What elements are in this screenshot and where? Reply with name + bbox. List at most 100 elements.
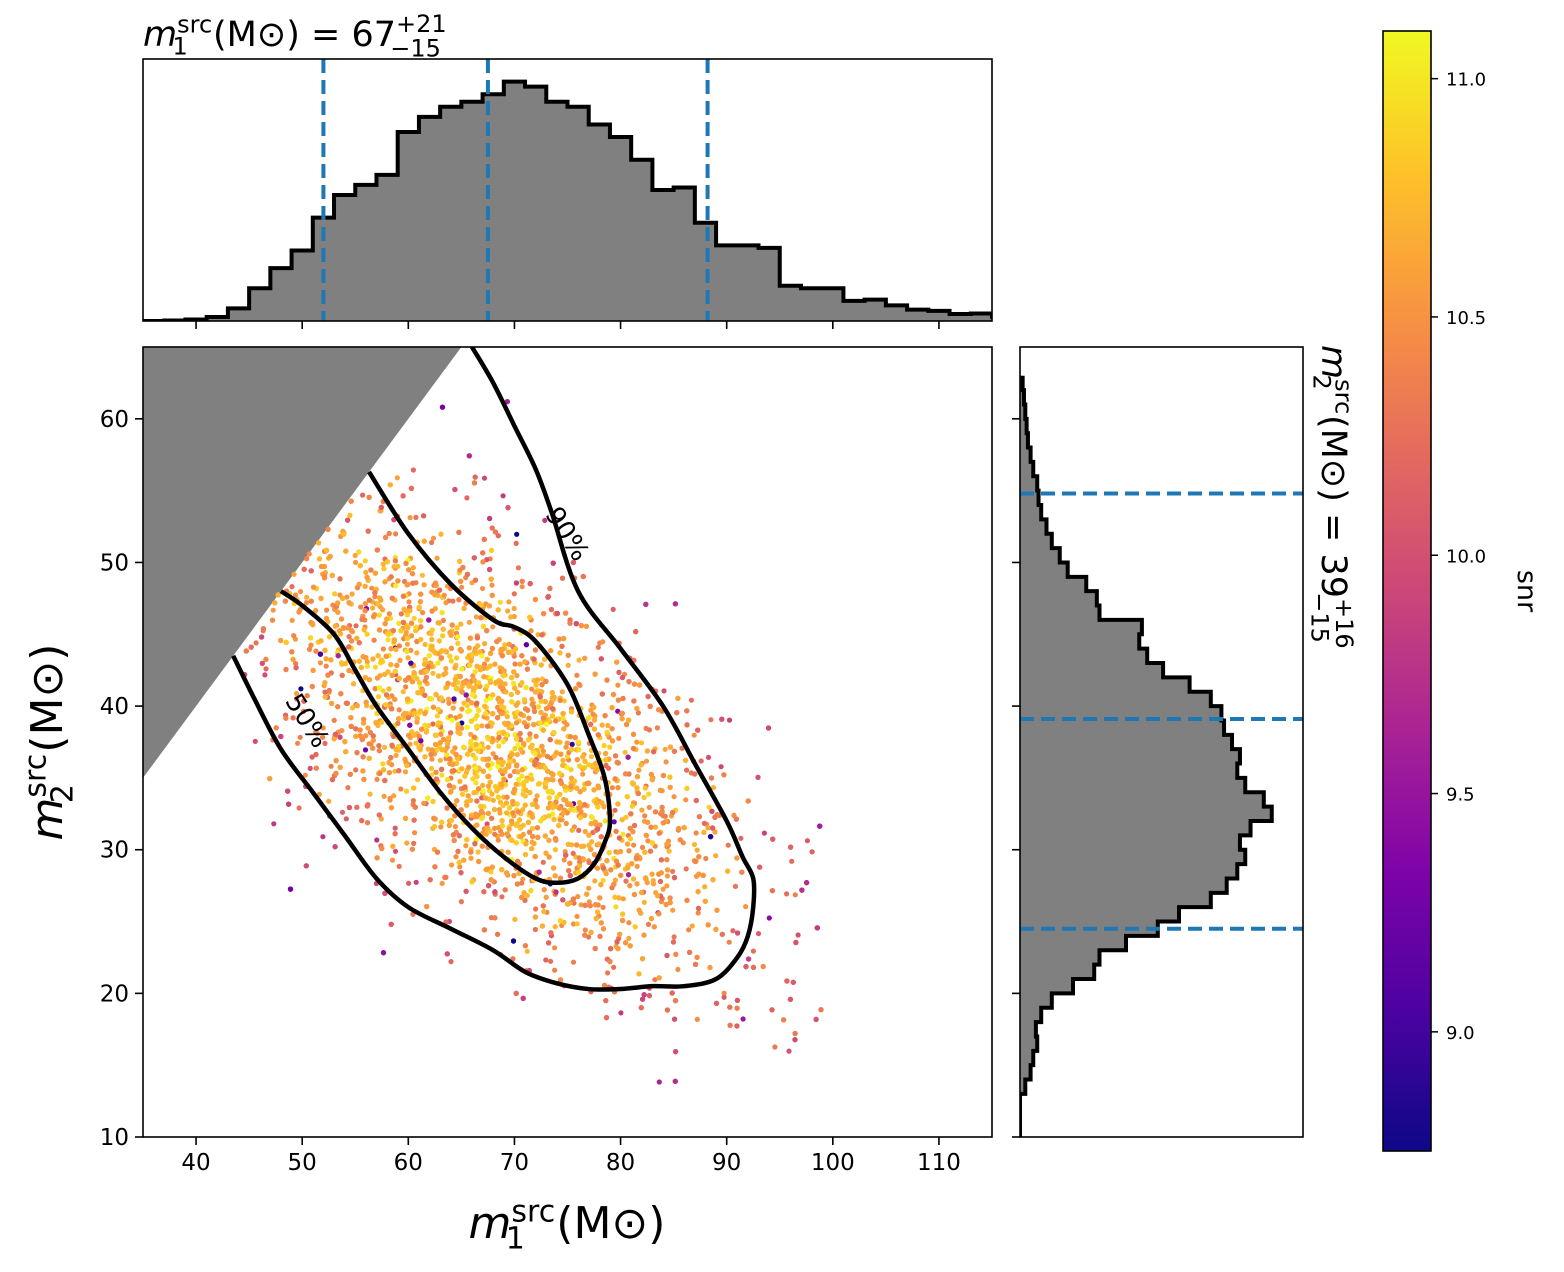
scatter-point — [437, 757, 443, 763]
scatter-point — [346, 667, 352, 674]
scatter-point — [586, 859, 592, 866]
scatter-point — [324, 607, 330, 613]
scatter-point — [721, 772, 727, 778]
scatter-point — [435, 620, 441, 626]
scatter-point — [599, 691, 605, 697]
scatter-point — [591, 717, 598, 723]
scatter-point — [513, 822, 520, 828]
scatter-point — [789, 858, 795, 864]
scatter-point — [474, 774, 480, 780]
scatter-point — [406, 675, 412, 681]
scatter-point — [356, 581, 362, 587]
scatter-point — [784, 978, 790, 984]
scatter-point — [700, 872, 706, 879]
scatter-point — [471, 790, 477, 796]
scatter-point — [440, 736, 447, 743]
scatter-point — [660, 772, 667, 779]
scatter-point — [519, 880, 525, 886]
scatter-point — [557, 697, 563, 703]
scatter-point — [448, 632, 454, 638]
scatter-point — [383, 702, 389, 708]
scatter-point — [641, 932, 647, 938]
scatter-point — [456, 529, 462, 536]
scatter-point — [388, 921, 394, 927]
scatter-point — [487, 566, 493, 573]
scatter-point — [499, 894, 505, 900]
scatter-point — [445, 777, 451, 783]
scatter-point — [721, 994, 727, 1000]
scatter-point — [664, 873, 671, 879]
scatter-point — [419, 572, 425, 578]
scatter-point — [671, 934, 677, 940]
scatter-point — [576, 747, 582, 753]
scatter-point — [769, 1007, 775, 1013]
scatter-point — [263, 666, 269, 672]
scatter-point — [521, 720, 528, 726]
scatter-point — [658, 857, 665, 863]
scatter-point — [726, 717, 733, 723]
scatter-point — [413, 879, 419, 885]
scatter-point — [406, 732, 412, 738]
scatter-point — [514, 531, 520, 537]
scatter-point — [313, 648, 319, 654]
scatter-point — [448, 730, 454, 736]
scatter-point — [456, 833, 462, 839]
scatter-point — [664, 1007, 671, 1013]
scatter-point — [739, 869, 745, 875]
scatter-point — [502, 782, 508, 788]
scatter-point — [529, 801, 536, 807]
scatter-point — [634, 739, 640, 745]
scatter-point — [727, 1022, 733, 1028]
scatter-point — [600, 904, 606, 911]
scatter-point — [528, 888, 534, 894]
scatter-point — [363, 733, 369, 739]
scatter-point — [296, 609, 302, 615]
scatter-point — [344, 625, 350, 631]
scatter-point — [509, 675, 515, 681]
scatter-point — [323, 615, 330, 622]
scatter-point — [301, 698, 307, 704]
scatter-point — [346, 644, 352, 650]
scatter-point — [527, 790, 533, 796]
scatter-point — [383, 653, 389, 659]
scatter-point — [540, 903, 546, 909]
scatter-point — [438, 696, 444, 702]
scatter-point — [770, 836, 776, 842]
scatter-point — [421, 582, 427, 588]
scatter-point — [380, 761, 386, 767]
scatter-point — [485, 756, 492, 762]
scatter-point — [595, 804, 601, 810]
scatter-point — [525, 707, 531, 713]
top-histogram: msrc 1 (M⊙) = 67+21 −15 — [142, 10, 993, 329]
scatter-point — [287, 886, 294, 892]
scatter-point — [683, 866, 689, 872]
scatter-point — [434, 849, 441, 855]
scatter-point — [343, 749, 349, 755]
scatter-point — [293, 665, 299, 671]
scatter-point — [476, 680, 482, 686]
scatter-point — [623, 940, 629, 946]
scatter-point — [326, 798, 332, 804]
scatter-point — [673, 951, 679, 958]
scatter-point — [456, 859, 462, 866]
scatter-point — [574, 921, 580, 927]
scatter-point — [698, 758, 704, 764]
scatter-point — [429, 747, 435, 753]
scatter-point — [574, 785, 580, 791]
scatter-point — [645, 838, 651, 844]
scatter-point — [755, 774, 761, 780]
scatter-point — [482, 703, 488, 709]
scatter-point — [433, 741, 439, 748]
scatter-point — [397, 657, 403, 663]
scatter-point — [340, 595, 346, 601]
scatter-point — [649, 777, 655, 783]
scatter-point — [504, 399, 510, 405]
scatter-point — [422, 722, 428, 728]
scatter-point — [375, 653, 381, 659]
scatter-point — [588, 754, 595, 760]
scatter-point — [542, 765, 548, 771]
scatter-point — [582, 812, 588, 818]
scatter-point — [324, 547, 330, 554]
scatter-point — [641, 899, 647, 905]
